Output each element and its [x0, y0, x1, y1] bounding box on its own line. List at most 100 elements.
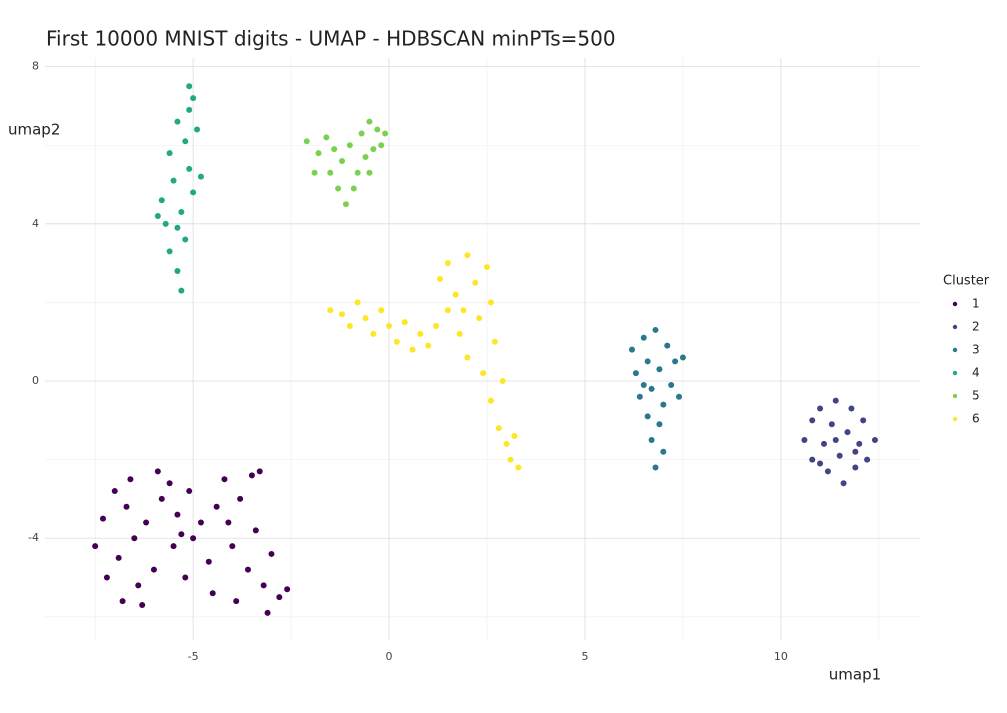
y-tick-label: 4 [32, 217, 39, 230]
point [119, 598, 126, 605]
point [194, 126, 201, 133]
x-tick-label: 10 [774, 650, 788, 663]
point [276, 594, 283, 601]
y-tick-label: 0 [32, 374, 39, 387]
point [472, 279, 479, 286]
point [197, 519, 204, 526]
point [103, 574, 110, 581]
point [362, 154, 369, 161]
point [487, 299, 494, 306]
legend-swatch [952, 347, 958, 353]
point [354, 299, 361, 306]
point [182, 138, 189, 145]
point [186, 165, 193, 172]
point [817, 405, 824, 412]
point [476, 315, 483, 322]
point [339, 157, 346, 164]
point [484, 264, 491, 271]
point [342, 201, 349, 208]
point [174, 267, 181, 274]
point [209, 590, 216, 597]
point [335, 185, 342, 192]
point [339, 311, 346, 318]
legend-swatch [952, 324, 958, 330]
point [244, 566, 251, 573]
point [456, 330, 463, 337]
point [315, 150, 322, 157]
point [632, 370, 639, 377]
x-axis-label: umap1 [829, 666, 881, 684]
point [664, 342, 671, 349]
point [170, 543, 177, 550]
point [327, 307, 334, 314]
point [174, 224, 181, 231]
point [464, 252, 471, 259]
legend-label: 5 [972, 389, 980, 403]
point [186, 488, 193, 495]
point [648, 385, 655, 392]
legend-swatch [952, 416, 958, 422]
point [248, 472, 255, 479]
point [115, 554, 122, 561]
point [366, 118, 373, 125]
point [648, 436, 655, 443]
point [409, 346, 416, 353]
point [480, 370, 487, 377]
point [679, 354, 686, 361]
point [836, 452, 843, 459]
point [491, 338, 498, 345]
point [237, 495, 244, 502]
point [166, 480, 173, 487]
point [652, 464, 659, 471]
point [186, 83, 193, 90]
point [358, 130, 365, 137]
point [111, 488, 118, 495]
point [99, 515, 106, 522]
point [233, 598, 240, 605]
point [284, 586, 291, 593]
point [252, 527, 259, 534]
point [676, 393, 683, 400]
point [495, 425, 502, 432]
point [143, 519, 150, 526]
point [871, 436, 878, 443]
point [628, 346, 635, 353]
point [640, 381, 647, 388]
point [158, 197, 165, 204]
point [190, 95, 197, 102]
point [350, 185, 357, 192]
point [824, 468, 831, 475]
point [660, 448, 667, 455]
point [346, 323, 353, 330]
point [382, 130, 389, 137]
point [844, 429, 851, 436]
point [370, 330, 377, 337]
point [225, 519, 232, 526]
point [362, 315, 369, 322]
point [433, 323, 440, 330]
point [503, 440, 510, 447]
point [672, 358, 679, 365]
point [852, 464, 859, 471]
point [460, 307, 467, 314]
legend-label: 4 [972, 366, 980, 380]
point [131, 535, 138, 542]
point [170, 177, 177, 184]
point [158, 495, 165, 502]
point [178, 209, 185, 216]
point [656, 366, 663, 373]
legend-swatch [952, 301, 958, 307]
point [264, 609, 271, 616]
point [197, 173, 204, 180]
point [374, 126, 381, 133]
point [331, 146, 338, 153]
point [166, 248, 173, 255]
point [452, 291, 459, 298]
point [801, 436, 808, 443]
point [378, 142, 385, 149]
point [323, 134, 330, 141]
legend-label: 2 [972, 320, 980, 334]
point [174, 511, 181, 518]
point [154, 468, 161, 475]
